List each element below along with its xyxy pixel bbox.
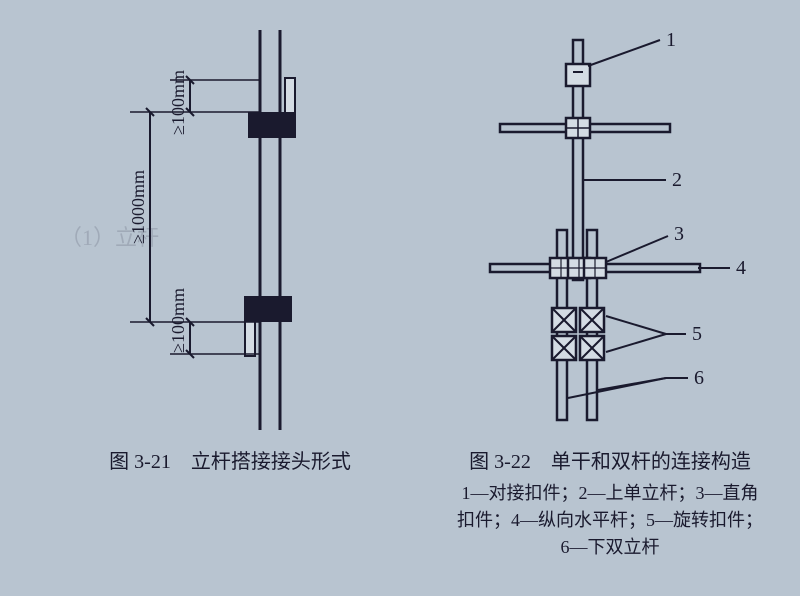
caption-3-22: 图 3-22 单干和双杆的连接构造: [430, 448, 790, 476]
label-2: 2: [672, 169, 682, 191]
label-5: 5: [692, 323, 702, 345]
label-1: 1: [666, 29, 676, 51]
label-4: 4: [736, 257, 746, 279]
caption-id: 图 3-21: [109, 451, 171, 473]
dim-label-lower: ≥100mm: [168, 288, 189, 353]
caption-title: 立杆搭接接头形式: [191, 451, 351, 473]
caption-3-21: 图 3-21 立杆搭接接头形式: [60, 448, 400, 476]
legend-line-2: 扣件；4—纵向水平杆；5—旋转扣件；: [430, 507, 790, 534]
label-3: 3: [674, 223, 684, 245]
diagram-3-22: 1 2 3: [430, 20, 790, 440]
legend-3-22: 1—对接扣件；2—上单立杆；3—直角 扣件；4—纵向水平杆；5—旋转扣件； 6—…: [430, 480, 790, 561]
figure-3-21: ≥1000mm ≥100mm ≥100mm 图 3-21 立杆搭接接头形式: [60, 20, 400, 500]
legend-line-1: 1—对接扣件；2—上单立杆；3—直角: [430, 480, 790, 507]
caption-id: 图 3-22: [469, 451, 531, 473]
legend-line-3: 6—下双立杆: [430, 534, 790, 561]
dim-label-main: ≥1000mm: [128, 170, 149, 244]
label-6: 6: [694, 367, 704, 389]
dim-label-upper: ≥100mm: [168, 70, 189, 135]
diagram-3-21: [60, 20, 400, 440]
figure-3-22: 1 2 3: [430, 20, 790, 580]
caption-title: 单干和双杆的连接构造: [551, 451, 751, 473]
